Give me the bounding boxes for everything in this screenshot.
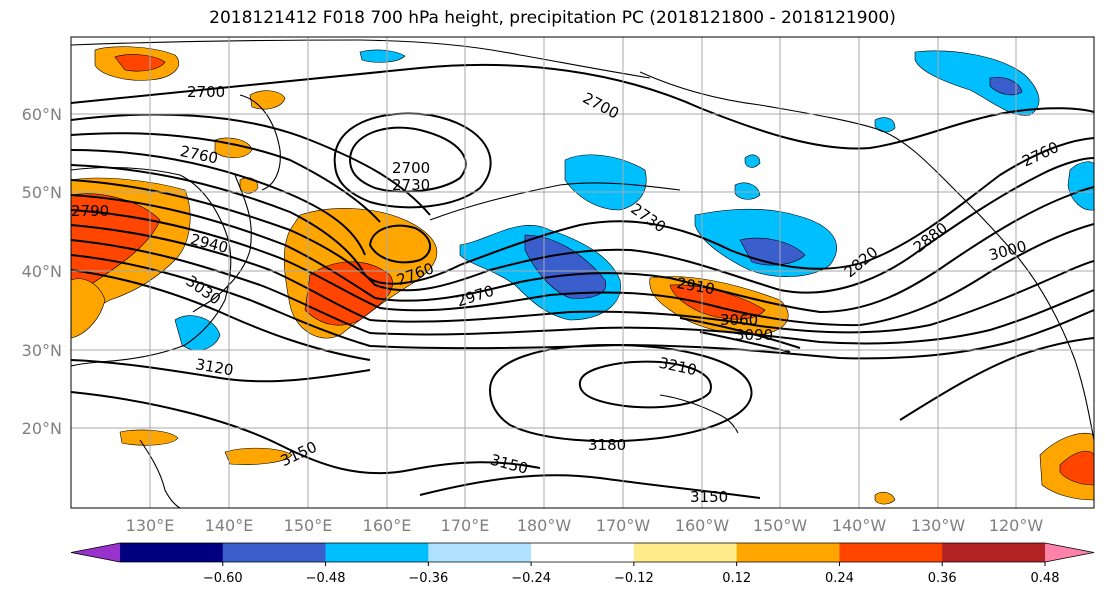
coast-kamchatka <box>239 94 281 191</box>
lat-label-40n: 40°N <box>22 262 62 281</box>
lon-label-130w: 130°W <box>911 516 966 535</box>
contour-label-3060: 3060 <box>720 311 758 329</box>
contour-3150-south <box>419 474 761 499</box>
precip-neg-core-central-n-pac <box>524 234 607 299</box>
plot-frame <box>70 36 1095 509</box>
precip-area-kuril <box>249 90 286 110</box>
contour-2880 <box>71 186 1094 314</box>
lat-label-60n: 60°N <box>22 105 62 124</box>
precip-core-kamchatka <box>114 54 166 72</box>
lon-label-160e: 160°E <box>363 516 412 535</box>
contour-2970 <box>71 239 1094 345</box>
lon-label-140e: 140°E <box>205 516 254 535</box>
contour-label-2700-a: 2700 <box>187 83 225 101</box>
precip-area-sw-pac <box>119 429 179 446</box>
lon-label-130e: 130°E <box>126 516 175 535</box>
contour-2940 <box>71 224 1094 334</box>
lon-label-180w: 180°W <box>517 516 572 535</box>
lon-label-170e: 170°E <box>441 516 490 535</box>
precip-shading <box>71 46 1094 505</box>
colorbar-tick-label: −0.48 <box>306 571 346 586</box>
colorbar-segment <box>633 543 738 562</box>
precip-area-hawaii-east <box>874 491 896 505</box>
precip-neg-aleutian <box>564 154 647 211</box>
lat-label-30n: 30°N <box>22 341 62 360</box>
contour-2760-low <box>368 224 431 264</box>
contour-2760 <box>71 132 381 223</box>
precip-neg-alaska <box>914 50 1040 116</box>
lon-label-120w: 120°W <box>989 516 1044 535</box>
lat-label-50n: 50°N <box>22 183 62 202</box>
precip-area-korea <box>71 278 106 339</box>
contour-3180 <box>488 343 753 443</box>
map-plot: 2700 2700 2700 2730 2760 2760 2760 2730 … <box>71 37 1094 508</box>
contour-label-2700-c: 2700 <box>392 159 430 177</box>
colorbar-outline <box>70 542 1095 563</box>
contour-2730 <box>71 113 431 216</box>
lon-label-170w: 170°W <box>596 516 651 535</box>
contour-2790 <box>71 149 366 256</box>
precip-area-taiwan <box>224 447 293 465</box>
colorbar-extend-low <box>71 543 120 562</box>
lat-label-20n: 20°N <box>22 419 62 438</box>
contour-2820 <box>71 137 1094 285</box>
lon-label-160w: 160°W <box>675 516 730 535</box>
colorbar-segment <box>428 543 532 562</box>
colorbar-extend-high <box>1045 543 1094 562</box>
contour-2730-low <box>333 112 492 209</box>
latitude-labels: 60°N 50°N 40°N 30°N 20°N <box>22 105 62 438</box>
lon-label-150e: 150°E <box>284 516 333 535</box>
colorbar-tick-label: 0.12 <box>722 571 751 586</box>
contour-2700-low <box>348 126 467 193</box>
precip-core-mexico <box>1059 450 1094 486</box>
colorbar-segment <box>120 543 224 562</box>
colorbar-segment <box>222 543 327 562</box>
colorbar-segment <box>736 543 840 562</box>
contour-label-3150-c: 3150 <box>690 488 728 506</box>
contour-label-2730-a: 2730 <box>392 176 430 194</box>
colorbar-segment <box>942 543 1046 562</box>
colorbar-tick-label: −0.24 <box>511 571 551 586</box>
precip-neg-small-2 <box>744 154 761 168</box>
colorbar-tick-label: −0.12 <box>614 571 654 586</box>
colorbar-segment <box>839 543 943 562</box>
colorbar-segment <box>531 543 635 562</box>
contour-label-3090: 3090 <box>735 326 773 344</box>
colorbar-tick-label: −0.60 <box>203 571 243 586</box>
coast-siberia <box>71 39 651 79</box>
lon-label-140w: 140°W <box>832 516 887 535</box>
contour-2850 <box>71 157 1094 294</box>
contour-3030 <box>71 269 371 361</box>
precip-neg-small-4 <box>359 49 406 63</box>
contour-3060 <box>679 317 801 349</box>
contour-3210 <box>578 360 712 409</box>
precip-neg-core-alaska <box>989 77 1023 96</box>
colorbar-tick-label: 0.36 <box>928 571 957 586</box>
contour-label-3180: 3180 <box>588 436 626 454</box>
map-title: 2018121412 F018 700 hPa height, precipit… <box>209 8 896 28</box>
coast-philippines <box>139 439 181 508</box>
contour-label-2790: 2790 <box>71 202 109 220</box>
colorbar-tick-label: 0.48 <box>1031 571 1060 586</box>
precip-neg-small-3 <box>734 182 761 200</box>
colorbar-tick-label: 0.24 <box>825 571 854 586</box>
lon-label-150w: 150°W <box>753 516 808 535</box>
colorbar-tick-label: −0.36 <box>408 571 448 586</box>
contour-3150-east <box>899 337 1094 421</box>
colorbar-segment <box>325 543 429 562</box>
contour-2910 <box>71 209 1094 327</box>
coast-alaska <box>639 71 1094 441</box>
height-contours <box>71 63 1094 499</box>
contour-3120 <box>71 359 371 383</box>
colorbar: −0.60 −0.48 −0.36 −0.24 −0.12 0.12 0.24 0.36 0.4… <box>70 542 1095 586</box>
contour-3150-west <box>71 391 541 475</box>
graticule <box>71 37 1094 508</box>
longitude-labels: 130°E 140°E 150°E 160°E 170°E 180°W 170°… <box>126 516 1044 535</box>
